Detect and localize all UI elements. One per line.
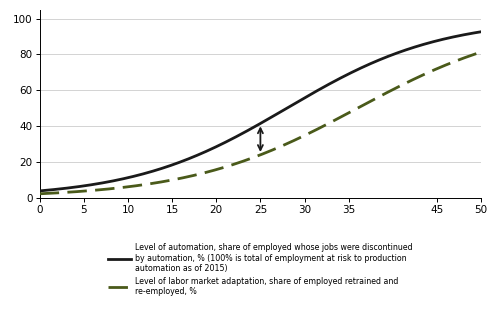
Legend: Level of automation, share of employed whose jobs were discontinued
by automatio: Level of automation, share of employed w… — [108, 243, 413, 296]
